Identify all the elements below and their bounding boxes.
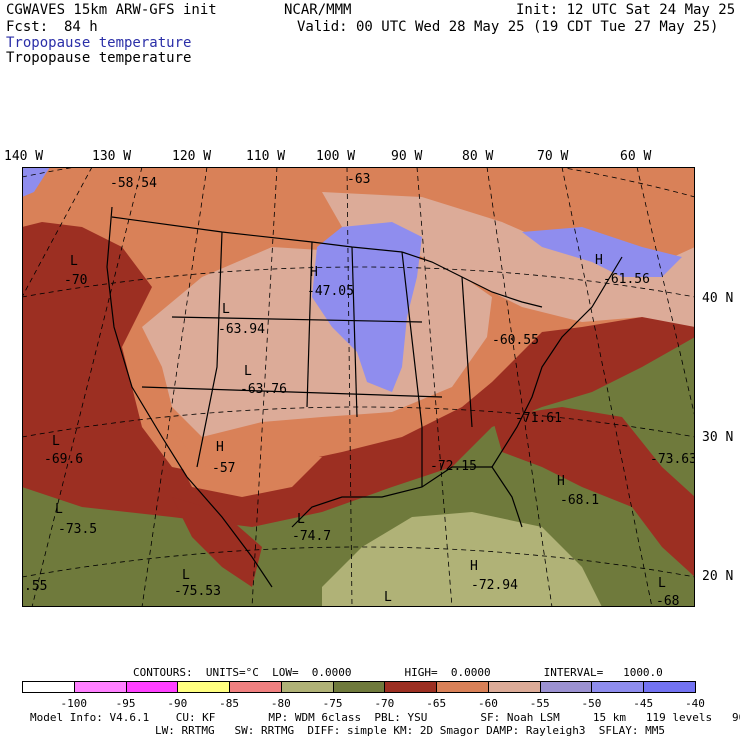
extremum-value: -58.54 xyxy=(110,176,157,191)
extremum-value: -63.94 xyxy=(218,322,265,337)
lon-label: 120 W xyxy=(172,149,212,164)
color-bar-cell xyxy=(125,681,179,693)
model-info: Model Info: V4.6.1 CU: KF MP: WDM 6class… xyxy=(30,711,740,724)
color-bar-label: -60 xyxy=(477,697,498,710)
field-light-olive xyxy=(322,512,602,607)
color-bar-cell xyxy=(229,681,282,693)
extremum-value: -47.05 xyxy=(307,284,354,299)
lon-label: 110 W xyxy=(246,149,286,164)
color-bar-label: -80 xyxy=(270,697,291,710)
extremum-value: -63 xyxy=(347,172,370,187)
color-bar-cell xyxy=(487,681,541,693)
lat-label: 30 N xyxy=(702,430,734,445)
extremum-type: L xyxy=(55,502,63,517)
model-title: CGWAVES 15km ARW-GFS init xyxy=(6,2,217,18)
extremum-value: -63.76 xyxy=(240,382,287,397)
field-title-1: Tropopause temperature xyxy=(6,35,192,51)
extremum-type: H xyxy=(557,474,565,489)
extremum-type: L xyxy=(658,576,666,591)
forecast-hour: 84 h xyxy=(64,19,98,35)
color-bar-label: -40 xyxy=(685,697,705,710)
field-pink-ne xyxy=(322,192,695,327)
color-bar-label: -65 xyxy=(426,697,447,710)
lon-label: 90 W xyxy=(391,149,423,164)
extremum-type: H xyxy=(470,559,478,574)
extremum-value: -73.5 xyxy=(58,522,97,537)
extrema-labels: -63 -58.54 L -70 H -47.05 L -63.94 L -63… xyxy=(24,172,695,607)
extremum-type: L xyxy=(52,434,60,449)
forecast-label: Fcst: xyxy=(6,19,49,35)
lon-label: 80 W xyxy=(462,149,494,164)
color-bar-cell xyxy=(436,681,489,693)
extremum-type: L xyxy=(182,568,190,583)
field-title-2: Tropopause temperature xyxy=(6,50,192,66)
lon-label: 100 W xyxy=(316,149,356,164)
field-purple-ne xyxy=(522,227,682,277)
color-bar-label: -50 xyxy=(581,697,602,710)
color-bar-label: -95 xyxy=(115,697,136,710)
color-bar-cell xyxy=(539,681,593,693)
extremum-value: -70 xyxy=(64,273,87,288)
extremum-value: -72.94 xyxy=(471,578,518,593)
extremum-value: -69.6 xyxy=(44,452,83,467)
field-orange-sw xyxy=(132,367,322,497)
field-purple-nw xyxy=(22,167,50,197)
extremum-type: L xyxy=(244,364,252,379)
contours-info: CONTOURS: UNITS=°C LOW= 0.0000 HIGH= 0.0… xyxy=(133,666,663,679)
init-time: Init: 12 UTC Sat 24 May 25 xyxy=(516,2,736,18)
extremum-value: -75.53 xyxy=(174,584,221,599)
color-bar-cell xyxy=(177,681,231,693)
extremum-type: H xyxy=(595,253,603,268)
extremum-value: -71.61 xyxy=(515,411,562,426)
field-warm-mex xyxy=(172,497,262,587)
extremum-value: .55 xyxy=(24,579,47,594)
extremum-value: -73.63 xyxy=(650,452,695,467)
field-warm-se xyxy=(492,407,695,577)
lon-label: 60 W xyxy=(620,149,652,164)
extremum-type: L xyxy=(70,254,78,269)
color-bar-cell xyxy=(332,681,386,693)
extremum-type: L xyxy=(297,512,305,527)
extremum-value: -72.15 xyxy=(430,459,477,474)
extremum-value: -74.7 xyxy=(292,529,331,544)
tropopause-temperature-map: -63 -58.54 L -70 H -47.05 L -63.94 L -63… xyxy=(22,167,695,607)
graticule xyxy=(22,167,695,607)
map-frame xyxy=(22,167,695,607)
extremum-value: -61.56 xyxy=(603,272,650,287)
extremum-value: -68.1 xyxy=(560,493,599,508)
lon-label: 130 W xyxy=(92,149,132,164)
color-bar-cell xyxy=(280,681,334,693)
map-svg: -63 -58.54 L -70 H -47.05 L -63.94 L -63… xyxy=(22,167,695,607)
lon-label: 140 W xyxy=(4,149,44,164)
extremum-type: L xyxy=(384,590,392,605)
extremum-type: H xyxy=(216,440,224,455)
color-bar-cell xyxy=(73,681,127,693)
lon-label: 70 W xyxy=(537,149,569,164)
physics-info: LW: RRTMG SW: RRTMG DIFF: simple KM: 2D … xyxy=(155,724,665,737)
color-bar-cell xyxy=(384,681,438,693)
color-bar-label: -55 xyxy=(529,697,550,710)
extremum-value: -68 xyxy=(656,594,679,607)
lat-label: 40 N xyxy=(702,291,734,306)
valid-time: Valid: 00 UTC Wed 28 May 25 (19 CDT Tue … xyxy=(297,19,719,35)
color-bar-label: -90 xyxy=(167,697,188,710)
color-bar-label: -45 xyxy=(633,697,654,710)
boundaries xyxy=(106,206,623,588)
organization: NCAR/MMM xyxy=(284,2,352,18)
color-bar-label: -100 xyxy=(60,697,88,710)
color-bar-label: -70 xyxy=(374,697,395,710)
color-bar-cell xyxy=(22,681,75,693)
extremum-value: -57 xyxy=(212,461,235,476)
color-bar-label: -85 xyxy=(219,697,239,710)
color-bar-cell xyxy=(643,681,696,693)
color-bar-cell xyxy=(591,681,645,693)
extremum-value: -60.55 xyxy=(492,333,539,348)
color-bar-label: -75 xyxy=(322,697,343,710)
extremum-type: H xyxy=(310,265,318,280)
lat-label: 20 N xyxy=(702,569,734,584)
extremum-type: L xyxy=(222,302,230,317)
field-purple-midwest xyxy=(312,222,422,392)
